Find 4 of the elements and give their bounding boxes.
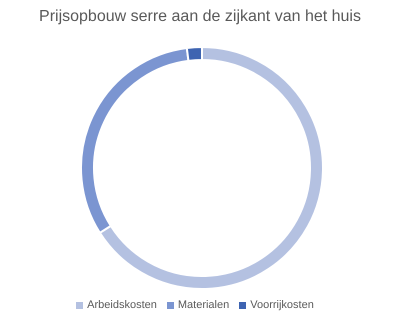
legend-label: Arbeidskosten	[87, 299, 157, 311]
legend-label: Materialen	[178, 299, 230, 311]
legend-label: Voorrijkosten	[250, 299, 314, 311]
chart-title: Prijsopbouw serre aan de zijkant van het huis	[38, 8, 362, 26]
